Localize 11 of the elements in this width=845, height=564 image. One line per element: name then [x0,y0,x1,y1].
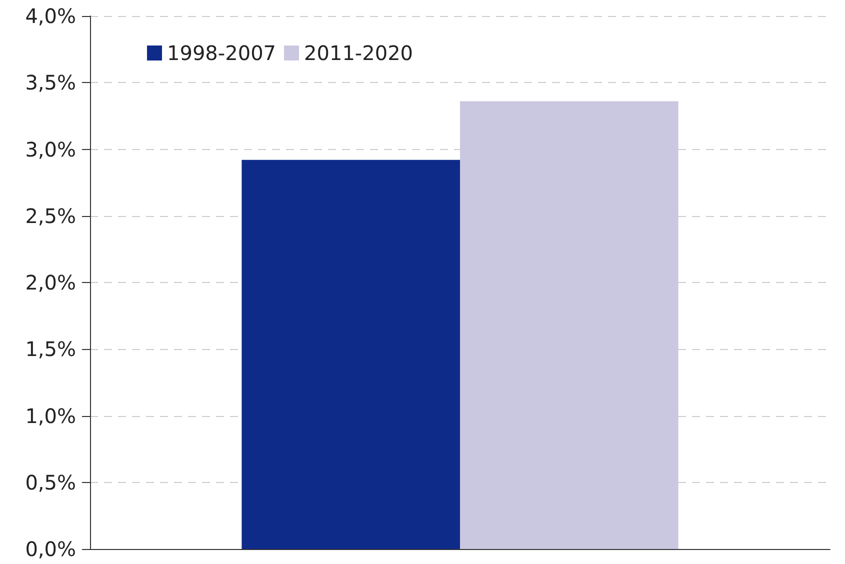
y-tick-label: 1,5% [25,337,76,362]
y-tick-label: 0,5% [25,470,76,494]
y-tick-label: 4,0% [25,4,76,28]
legend-label: 2011-2020 [304,41,414,65]
y-tick-label: 1,0% [25,404,76,428]
y-tick-label: 2,5% [25,204,76,228]
y-tick-label: 0,0% [25,537,76,561]
y-tick-label: 2,0% [25,270,76,294]
legend-label: 1998-2007 [167,41,276,65]
y-tick-label: 3,0% [25,137,76,162]
y-tick-label: 3,5% [25,70,76,95]
